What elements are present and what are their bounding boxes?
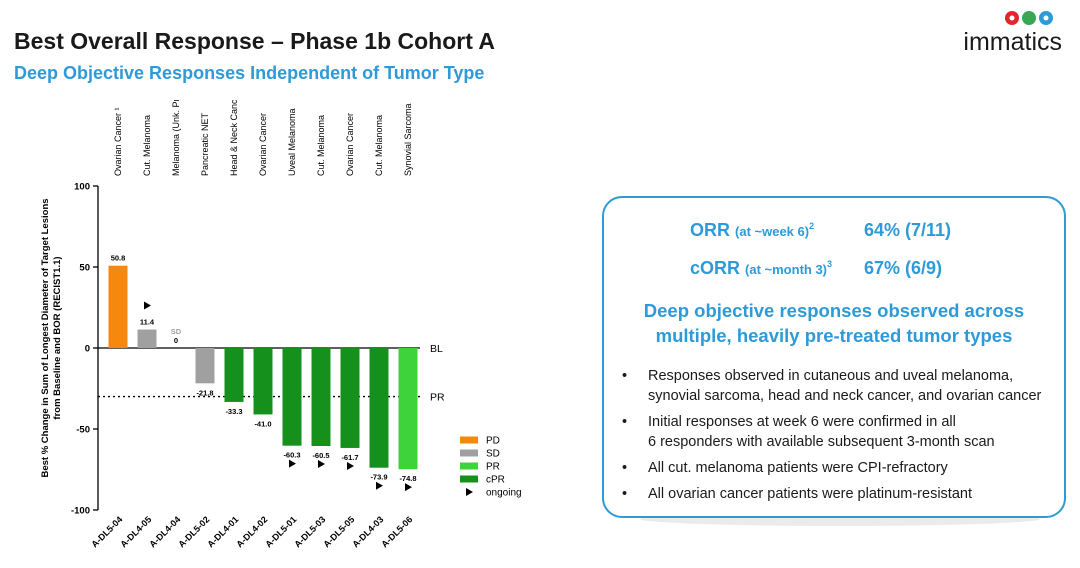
- logo-wordmark: immatics: [963, 28, 1062, 56]
- bullet-line: Initial responses at week 6 were confirm…: [648, 414, 956, 430]
- bullet-line: synovial sarcoma, head and neck cancer, …: [648, 388, 1042, 404]
- list-item: All ovarian cancer patients were platinu…: [622, 484, 1041, 504]
- legend-swatch: [460, 449, 478, 457]
- y-tick-label: 0: [85, 344, 90, 355]
- tumor-type-label: Uveal Melanoma: [287, 108, 297, 176]
- y-axis-label: Best % Change in Sum of Longest Diameter…: [40, 198, 51, 477]
- ongoing-marker: [376, 481, 383, 490]
- data-label: -73.9: [370, 473, 387, 482]
- tumor-type-label: Ovarian Cancer: [345, 113, 355, 176]
- legend-label: SD: [486, 449, 500, 460]
- x-tick-label: A-DL5-06: [379, 514, 414, 549]
- bar: [398, 348, 418, 470]
- data-label: -60.5: [312, 451, 329, 460]
- legend-label: ongoing: [486, 488, 522, 499]
- legend-ongoing-marker: [466, 488, 473, 496]
- data-label: -21.8: [196, 388, 213, 397]
- orr-footnote: 2: [809, 221, 815, 231]
- pr-threshold-label: PR: [430, 392, 445, 404]
- data-label: 50.8: [111, 254, 126, 263]
- bar: [108, 265, 128, 348]
- bullet-line: 6 responders with available subsequent 3…: [648, 434, 995, 450]
- tumor-type-label: Head & Neck Cancer: [229, 100, 239, 176]
- immatics-logo: immatics: [940, 8, 1062, 58]
- y-tick-label: 50: [79, 263, 90, 274]
- y-tick-label: -50: [76, 425, 90, 436]
- ongoing-marker: [405, 483, 412, 492]
- corr-label-text: cORR: [690, 258, 741, 278]
- data-label: -41.0: [254, 419, 271, 428]
- legend-swatch: [460, 475, 478, 483]
- bar: [340, 348, 360, 448]
- bar: [311, 348, 331, 447]
- page-title: Best Overall Response – Phase 1b Cohort …: [14, 28, 496, 54]
- bullet-line: All cut. melanoma patients were CPI-refr…: [648, 460, 948, 476]
- data-label: 0: [174, 336, 178, 345]
- logo-molecules-icon: [1005, 11, 1053, 25]
- corr-footnote: 3: [827, 259, 833, 269]
- ongoing-marker: [347, 461, 354, 470]
- legend-label: PR: [486, 462, 500, 473]
- y-tick-label: -100: [71, 506, 90, 517]
- ongoing-marker: [144, 301, 151, 310]
- data-label: -61.7: [341, 453, 358, 462]
- ongoing-marker: [289, 459, 296, 468]
- tumor-type-label: Pancreatic NET: [200, 112, 210, 176]
- headline-line-2: multiple, heavily pre-treated tumor type…: [655, 325, 1013, 346]
- best-response-waterfall-chart: 100 50 0 -50 -100 Best % Change in Sum of Lon…: [40, 100, 522, 549]
- orr-label-text: ORR: [690, 220, 730, 240]
- baseline-label: BL: [430, 343, 443, 355]
- corr-sub-text: (at ~month 3): [745, 262, 828, 277]
- orr-sub-text: (at ~week 6): [735, 224, 810, 239]
- corr-value: 67% (6/9): [864, 258, 943, 278]
- bullet-line: Responses observed in cutaneous and uvea…: [648, 368, 1014, 384]
- tumor-type-label: Ovarian Cancer: [258, 113, 268, 176]
- tumor-type-label: Cut. Melanoma: [374, 115, 384, 176]
- bar: [195, 348, 215, 384]
- bullet-line: All ovarian cancer patients were platinu…: [648, 486, 972, 502]
- headline-line-1: Deep objective responses observed across: [643, 300, 1025, 321]
- bar: [137, 329, 157, 348]
- y-tick-label: 100: [74, 182, 90, 193]
- legend-label: PD: [486, 436, 500, 447]
- tumor-type-label: Synovial Sarcoma: [403, 103, 413, 176]
- bullet-list: Responses observed in cutaneous and uvea…: [622, 366, 1041, 510]
- panel-headline: Deep objective responses observed across…: [604, 298, 1064, 348]
- data-label: -33.3: [225, 407, 242, 416]
- y-axis-label: from Baseline and BOR (RECIST1.1): [52, 256, 63, 419]
- list-item: Responses observed in cutaneous and uvea…: [622, 366, 1041, 406]
- page-subtitle: Deep Objective Responses Independent of …: [14, 63, 485, 83]
- data-label: -60.3: [283, 451, 300, 460]
- data-label: 11.4: [140, 318, 155, 327]
- corr-label: cORR (at ~month 3)3: [690, 258, 832, 279]
- tumor-type-label: Cut. Melanoma: [142, 115, 152, 176]
- bar: [224, 348, 244, 402]
- data-label: -74.8: [399, 474, 416, 483]
- legend-swatch: [460, 436, 478, 444]
- bar: [282, 348, 302, 446]
- ongoing-marker: [318, 460, 325, 469]
- legend-label: cPR: [486, 475, 505, 486]
- zero-bar-response-label: SD: [171, 327, 182, 336]
- summary-panel: ORR (at ~week 6)2 64% (7/11) cORR (at ~m…: [602, 196, 1066, 518]
- tumor-type-label: Ovarian Cancer ¹: [113, 107, 123, 176]
- bar: [253, 348, 273, 415]
- tumor-type-label: Cut. Melanoma: [316, 115, 326, 176]
- orr-label: ORR (at ~week 6)2: [690, 220, 814, 241]
- list-item: Initial responses at week 6 were confirm…: [622, 412, 1041, 452]
- legend-swatch: [460, 462, 478, 470]
- bar: [369, 348, 389, 468]
- tumor-type-label: Melanoma (Unk. Primary): [171, 100, 181, 176]
- list-item: All cut. melanoma patients were CPI-refr…: [622, 458, 1041, 478]
- orr-value: 64% (7/11): [864, 220, 952, 240]
